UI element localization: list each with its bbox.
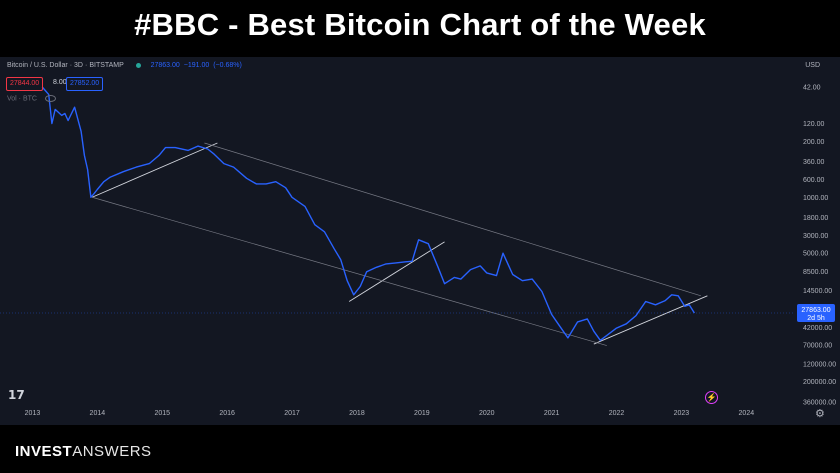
chart-panel: 2013 2014 2015 2016 2017 2018 2019 2020 2021 2022…	[0, 57, 840, 425]
x-tick-label: 2019	[414, 410, 430, 417]
brand-logo: INVESTANSWERS	[15, 443, 152, 460]
brand-light: ANSWERS	[72, 443, 152, 460]
x-tick-label: 2014	[90, 410, 106, 417]
y-tick-label: 120.00	[803, 121, 825, 128]
footer: INVESTANSWERS	[0, 425, 840, 473]
symbol-header: Bitcoin / U.S. Dollar · 3D · BITSTAMP 27863.…	[7, 62, 242, 69]
brand-bold: INVEST	[15, 443, 73, 460]
channel-line[interactable]	[204, 142, 702, 297]
currency-selector[interactable]: USD	[805, 62, 820, 69]
x-tick-label: 2020	[479, 410, 495, 417]
trend-line[interactable]	[593, 295, 708, 345]
title-banner: #BBC - Best Bitcoin Chart of the Week	[0, 0, 840, 50]
y-tick-label: 42.00	[803, 85, 821, 92]
y-tick-label: 360000.00	[803, 400, 836, 407]
x-tick-label: 2018	[349, 410, 365, 417]
y-tick-label: 200000.00	[803, 379, 836, 386]
price-tag-value: 27863.00	[801, 307, 830, 314]
y-tick-label: 200.00	[803, 139, 825, 146]
interval-label[interactable]: 3D	[74, 62, 83, 69]
y-tick-label: 3000.00	[803, 233, 828, 240]
y-tick-label: 600.00	[803, 177, 825, 184]
y-tick-label: 1000.00	[803, 195, 828, 202]
gear-icon[interactable]: ⚙	[815, 408, 825, 420]
x-tick-label: 2024	[739, 410, 755, 417]
sell-button[interactable]: 27844.00	[6, 77, 44, 91]
x-tick-label: 2023	[674, 410, 690, 417]
price-change: −191.00	[183, 62, 210, 69]
y-tick-label: 5000.00	[803, 251, 828, 258]
exchange-label: BITSTAMP	[89, 62, 124, 69]
symbol-name[interactable]: Bitcoin / U.S. Dollar	[7, 62, 68, 69]
price-change-pct: (−0.68%)	[213, 62, 242, 69]
y-tick-label: 14500.00	[803, 288, 832, 295]
x-tick-label: 2013	[25, 410, 41, 417]
volume-indicator[interactable]: Vol · BTC	[7, 95, 56, 102]
x-tick-label: 2015	[154, 410, 170, 417]
price-tag-countdown: 2d 5h	[807, 315, 825, 322]
x-tick-label: 2017	[284, 410, 300, 417]
last-price: 27863.00	[150, 62, 180, 69]
x-tick-label: 2022	[609, 410, 625, 417]
y-tick-label: 120000.00	[803, 361, 836, 368]
channel-line[interactable]	[92, 196, 607, 346]
trend-line[interactable]	[348, 241, 445, 302]
buy-button[interactable]: 27852.00	[66, 77, 104, 91]
x-tick-label: 2021	[544, 410, 560, 417]
spread-value: 8.00	[53, 79, 67, 86]
y-tick-label: 8500.00	[803, 269, 828, 276]
trend-line[interactable]	[91, 142, 218, 198]
price-tag	[797, 303, 835, 322]
banner-title: #BBC - Best Bitcoin Chart of the Week	[134, 7, 706, 42]
y-tick-label: 1800.00	[803, 215, 828, 222]
lightning-icon[interactable]: ⚡	[705, 391, 718, 404]
eye-icon[interactable]	[44, 95, 56, 102]
y-tick-label: 42000.00	[803, 325, 832, 332]
market-status-icon	[135, 62, 141, 68]
btc-price-line[interactable]	[41, 86, 695, 341]
y-tick-label: 360.00	[803, 159, 825, 166]
tradingview-logo-icon[interactable]: 17	[8, 388, 25, 402]
price-chart[interactable]: 2013 2014 2015 2016 2017 2018 2019 2020 2021 2022…	[0, 57, 840, 425]
x-tick-label: 2016	[219, 410, 235, 417]
volume-label: Vol · BTC	[7, 95, 37, 103]
y-tick-label: 70000.00	[803, 343, 832, 350]
